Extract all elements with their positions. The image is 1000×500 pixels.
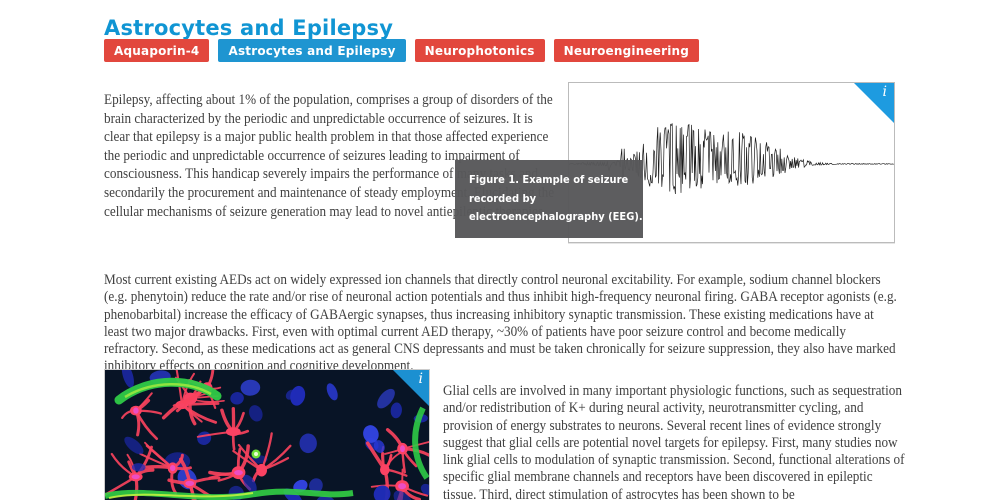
tag-aquaporin-4[interactable]: Aquaporin-4 [104,39,210,62]
info-icon[interactable]: i [393,370,429,406]
tag-neurophotonics[interactable]: Neurophotonics [414,39,545,62]
info-icon[interactable]: i [854,83,894,123]
tag-neuroengineering[interactable]: Neuroengineering [553,39,700,62]
astro-content [105,370,429,500]
info-i-glyph: i [418,371,423,387]
glial-paragraph: Glial cells are involved in many importa… [443,383,905,500]
info-i-glyph: i [882,84,887,100]
intro-paragraph: Epilepsy, affecting about 1% of the popu… [104,92,555,220]
astrocyte-micrograph [105,370,429,500]
aeds-paragraph: Most current existing AEDs act on widely… [104,272,897,375]
page-title: Astrocytes and Epilepsy [104,16,394,41]
figure-2-astrocyte-micrograph: i [104,369,430,500]
tag-row: Aquaporin-4 Astrocytes and Epilepsy Neur… [104,39,708,62]
tag-astrocytes-and-epilepsy[interactable]: Astrocytes and Epilepsy [218,39,406,62]
figure-1-caption-tooltip: Figure 1. Example of seizure recorded by… [455,160,643,239]
figure-caption: Figure 1. Example of seizure recorded by… [469,173,643,224]
